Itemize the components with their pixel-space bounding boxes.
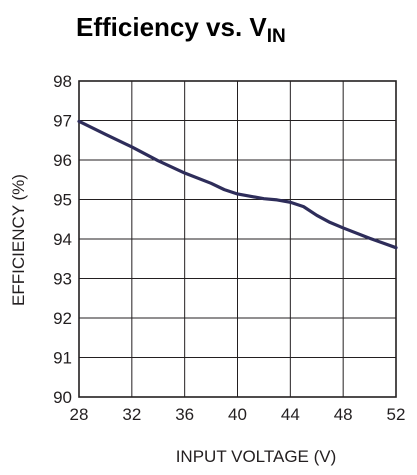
x-tick-label: 40: [228, 405, 247, 424]
chart-title-subscript: IN: [267, 26, 286, 47]
series-layer: [77, 119, 398, 250]
x-tick-label: 44: [281, 405, 300, 424]
grid: [79, 81, 396, 397]
y-tick-label: 90: [53, 388, 72, 407]
x-axis-label: INPUT VOLTAGE (V): [176, 447, 337, 466]
y-tick-label: 93: [53, 270, 72, 289]
y-axis-ticks: 90 91 92 93 94 95 96 97 98: [53, 72, 72, 407]
series-line-0: [77, 119, 398, 250]
y-axis-label: EFFICIENCY (%): [9, 174, 28, 306]
x-tick-label: 28: [70, 405, 89, 424]
plot-frame: [78, 80, 397, 398]
y-tick-label: 96: [53, 151, 72, 170]
chart-title-main: Efficiency vs. V: [76, 12, 267, 42]
chart-title: Efficiency vs. VIN: [76, 12, 286, 47]
y-tick-label: 94: [53, 230, 72, 249]
y-tick-label: 98: [53, 72, 72, 91]
x-tick-label: 48: [334, 405, 353, 424]
y-tick-label: 91: [53, 349, 72, 368]
y-tick-label: 95: [53, 191, 72, 210]
x-tick-label: 32: [122, 405, 141, 424]
x-tick-label: 52: [387, 405, 406, 424]
y-tick-label: 92: [53, 309, 72, 328]
y-tick-label: 97: [53, 112, 72, 131]
x-tick-label: 36: [175, 405, 194, 424]
x-axis-ticks: 28 32 36 40 44 48 52: [70, 405, 406, 424]
